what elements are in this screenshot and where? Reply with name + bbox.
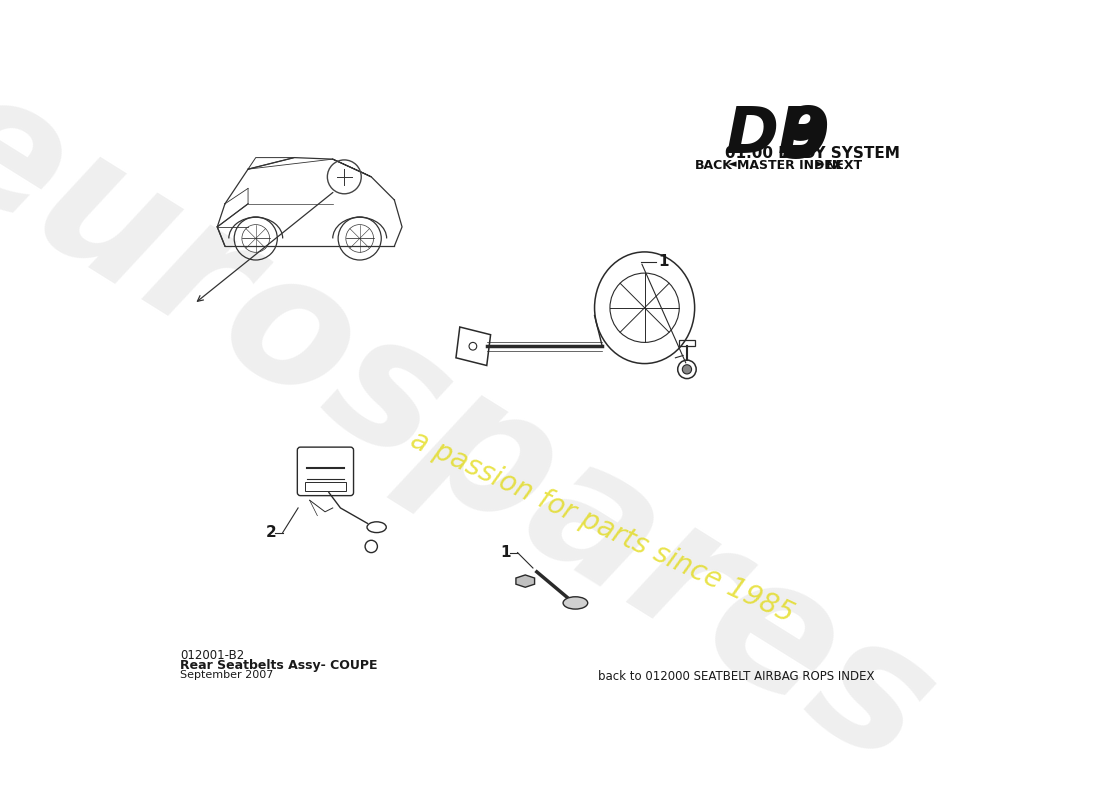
Circle shape xyxy=(682,365,692,374)
Text: NEXT: NEXT xyxy=(825,159,862,172)
Bar xyxy=(305,482,345,491)
Text: eurospares: eurospares xyxy=(0,50,964,800)
Text: DB: DB xyxy=(726,104,827,166)
Text: 01.00 BODY SYSTEM: 01.00 BODY SYSTEM xyxy=(726,146,900,161)
Text: 1: 1 xyxy=(659,254,669,269)
Polygon shape xyxy=(516,575,535,587)
Bar xyxy=(680,340,695,346)
Text: ◄: ◄ xyxy=(728,159,736,169)
Text: a passion for parts since 1985: a passion for parts since 1985 xyxy=(406,426,799,629)
Text: 2: 2 xyxy=(266,525,276,540)
Text: BACK: BACK xyxy=(695,159,733,172)
Text: back to 012000 SEATBELT AIRBAG ROPS INDEX: back to 012000 SEATBELT AIRBAG ROPS INDE… xyxy=(598,670,875,682)
Text: ►: ► xyxy=(816,159,825,169)
Text: Rear Seatbelts Assy- COUPE: Rear Seatbelts Assy- COUPE xyxy=(180,659,377,672)
Text: 9: 9 xyxy=(779,104,829,173)
Text: 012001-B2: 012001-B2 xyxy=(180,649,244,662)
Text: September 2007: September 2007 xyxy=(180,670,274,680)
Text: 1: 1 xyxy=(500,545,512,560)
Text: MASTER INDEX: MASTER INDEX xyxy=(737,159,843,172)
Ellipse shape xyxy=(563,597,587,609)
